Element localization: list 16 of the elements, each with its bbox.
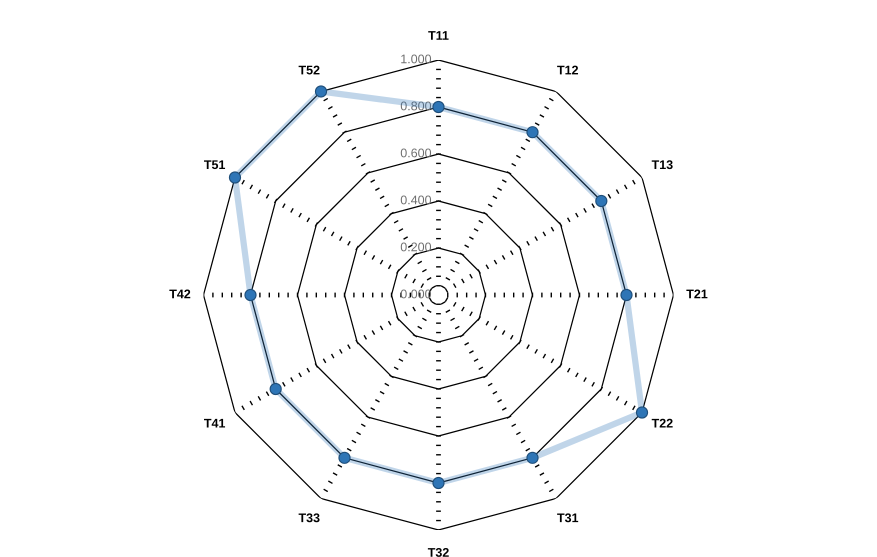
spoke-label: T12 bbox=[557, 66, 578, 74]
spoke-label: T22 bbox=[652, 418, 673, 428]
spoke-label: T11 bbox=[428, 31, 449, 40]
spoke-label: T42 bbox=[169, 290, 190, 298]
y-tick-label: 0.400 bbox=[400, 196, 432, 204]
spoke-label: T32 bbox=[428, 548, 449, 557]
spoke-label: T52 bbox=[298, 66, 320, 74]
spoke-label: T31 bbox=[557, 513, 578, 522]
y-tick-label: 1.000 bbox=[401, 54, 432, 64]
spoke-label: T41 bbox=[204, 418, 226, 428]
spoke-label: T13 bbox=[652, 160, 673, 170]
y-tick-label: 0.600 bbox=[400, 148, 432, 158]
spoke-label: T33 bbox=[298, 513, 320, 522]
y-tick-label: 0.200 bbox=[400, 242, 432, 252]
spoke-label: T51 bbox=[204, 160, 226, 170]
spoke-label: T21 bbox=[686, 290, 708, 298]
